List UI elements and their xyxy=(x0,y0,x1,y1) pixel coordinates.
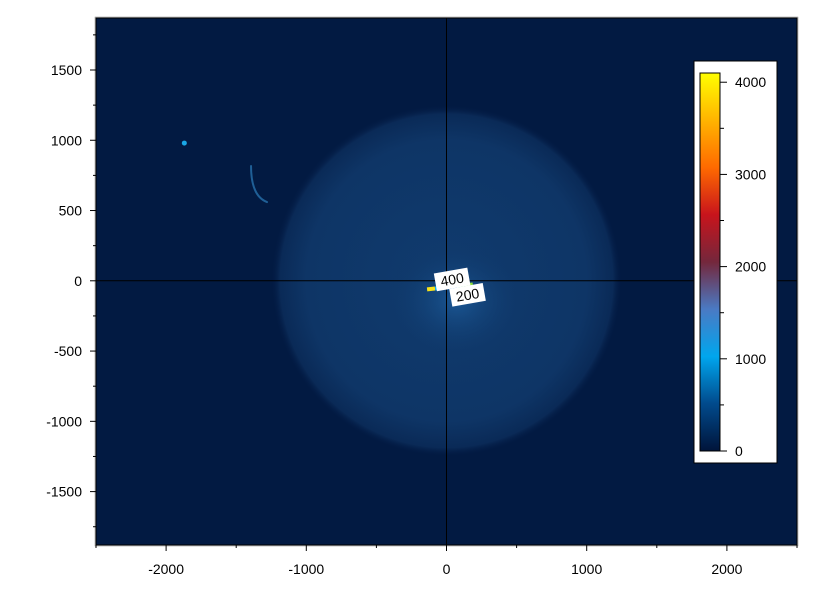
colorbar-tick-label: 1000 xyxy=(735,351,766,367)
y-tick-label: -1500 xyxy=(46,484,82,500)
y-tick-label: 1500 xyxy=(51,62,82,78)
colorbar-ramp xyxy=(699,72,721,452)
colorbar-tick-label: 3000 xyxy=(735,166,766,182)
x-tick-label: 1000 xyxy=(571,561,602,577)
contour-label-box xyxy=(433,267,471,292)
x-axis: -2000 -1000 0 1000 2000 xyxy=(95,545,798,577)
colorbar: 0 1000 2000 3000 4000 xyxy=(693,60,778,464)
y-tick-label: 500 xyxy=(59,203,83,219)
colorbar-ticks: 0 1000 2000 3000 4000 xyxy=(720,74,766,459)
bright-spot xyxy=(181,140,187,146)
contour-label-text: 400 xyxy=(439,269,465,289)
contour-label: 200 xyxy=(449,283,486,307)
y-tick-label: 1000 xyxy=(51,132,82,148)
x-tick-label: 0 xyxy=(443,561,451,577)
y-tick-label: -1000 xyxy=(46,413,82,429)
colorbar-tick-label: 4000 xyxy=(735,74,766,90)
colorbar-tick-label: 0 xyxy=(735,443,743,459)
contour-label-text: 200 xyxy=(455,285,481,305)
hot-streak-segment xyxy=(426,286,436,292)
y-axis: -1500 -1000 -500 0 500 1000 1500 xyxy=(46,34,96,528)
y-tick-label: 0 xyxy=(74,273,82,289)
faint-arc xyxy=(250,165,269,204)
colorbar-tick-label: 2000 xyxy=(735,259,766,275)
contour-label-box xyxy=(449,283,486,307)
y-tick-label: -500 xyxy=(54,343,82,359)
x-tick-label: 2000 xyxy=(711,561,742,577)
x-tick-label: -1000 xyxy=(288,561,324,577)
x-tick-label: -2000 xyxy=(148,561,184,577)
contour-label: 400 xyxy=(433,267,471,292)
